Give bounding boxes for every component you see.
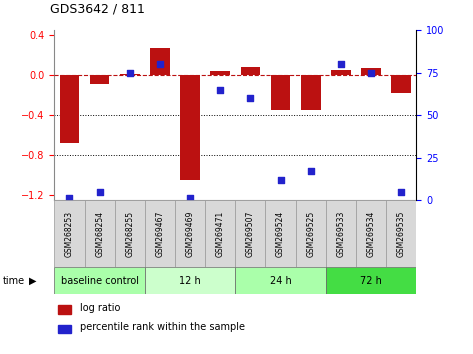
- Bar: [90, 75, 109, 84]
- FancyBboxPatch shape: [205, 200, 235, 267]
- FancyBboxPatch shape: [114, 200, 145, 267]
- FancyBboxPatch shape: [54, 200, 85, 267]
- FancyBboxPatch shape: [265, 200, 296, 267]
- Point: [96, 189, 104, 194]
- Text: GSM269507: GSM269507: [246, 210, 255, 257]
- Text: percentile rank within the sample: percentile rank within the sample: [80, 322, 245, 332]
- Text: ▶: ▶: [29, 275, 37, 286]
- Point: [217, 87, 224, 92]
- Point: [277, 177, 284, 182]
- Point: [126, 70, 133, 75]
- Text: GSM268254: GSM268254: [95, 211, 104, 257]
- Bar: [331, 70, 350, 75]
- Point: [246, 95, 254, 101]
- Text: GSM268253: GSM268253: [65, 211, 74, 257]
- Point: [66, 195, 73, 201]
- Bar: [391, 75, 411, 93]
- Text: GSM269533: GSM269533: [336, 210, 345, 257]
- Text: GSM268255: GSM268255: [125, 211, 134, 257]
- Text: 24 h: 24 h: [270, 275, 291, 286]
- Text: log ratio: log ratio: [80, 303, 120, 313]
- Point: [367, 70, 375, 75]
- FancyBboxPatch shape: [145, 267, 235, 294]
- Text: GSM269525: GSM269525: [306, 211, 315, 257]
- Bar: [271, 75, 290, 110]
- Text: 72 h: 72 h: [360, 275, 382, 286]
- FancyBboxPatch shape: [235, 200, 265, 267]
- FancyBboxPatch shape: [145, 200, 175, 267]
- Bar: [210, 71, 230, 75]
- Bar: [58, 306, 71, 314]
- Text: 12 h: 12 h: [179, 275, 201, 286]
- Point: [186, 195, 194, 201]
- Point: [156, 61, 164, 67]
- FancyBboxPatch shape: [175, 200, 205, 267]
- Bar: [58, 325, 71, 333]
- FancyBboxPatch shape: [85, 200, 114, 267]
- Text: GDS3642 / 811: GDS3642 / 811: [50, 3, 145, 16]
- FancyBboxPatch shape: [326, 200, 356, 267]
- Bar: [120, 74, 140, 75]
- Text: time: time: [2, 275, 25, 286]
- Bar: [361, 68, 381, 75]
- FancyBboxPatch shape: [54, 267, 145, 294]
- Text: GSM269467: GSM269467: [156, 210, 165, 257]
- FancyBboxPatch shape: [296, 200, 326, 267]
- Text: GSM269471: GSM269471: [216, 211, 225, 257]
- FancyBboxPatch shape: [386, 200, 416, 267]
- Text: GSM269534: GSM269534: [367, 210, 376, 257]
- Text: GSM269469: GSM269469: [185, 210, 194, 257]
- Text: GSM269524: GSM269524: [276, 211, 285, 257]
- FancyBboxPatch shape: [356, 200, 386, 267]
- Text: baseline control: baseline control: [61, 275, 139, 286]
- Bar: [241, 67, 260, 75]
- Point: [337, 61, 345, 67]
- Bar: [150, 48, 170, 75]
- FancyBboxPatch shape: [235, 267, 326, 294]
- Bar: [60, 75, 79, 143]
- Point: [397, 189, 405, 194]
- FancyBboxPatch shape: [326, 267, 416, 294]
- Bar: [180, 75, 200, 180]
- Point: [307, 168, 315, 174]
- Bar: [301, 75, 321, 110]
- Text: GSM269535: GSM269535: [397, 210, 406, 257]
